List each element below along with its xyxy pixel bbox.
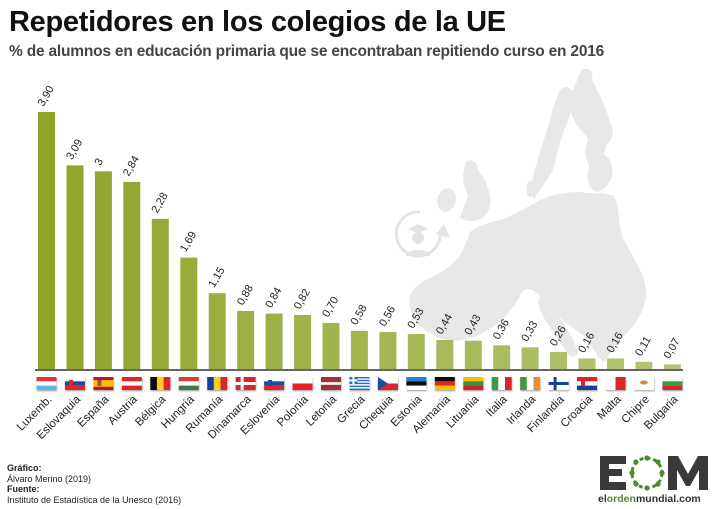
bar xyxy=(635,361,653,369)
value-label: 0,82 xyxy=(292,287,313,312)
chart-subtitle: % de alumnos en educación primaria que s… xyxy=(9,43,605,60)
bar xyxy=(663,364,681,369)
romania-flag-icon xyxy=(207,377,228,390)
bar xyxy=(265,313,283,369)
logo-url-part2: orden xyxy=(606,493,636,505)
cyprus-flag-icon xyxy=(633,377,654,390)
value-label: 0,33 xyxy=(519,319,540,344)
bar xyxy=(123,181,141,369)
bar xyxy=(436,340,454,369)
category-label: Lituania xyxy=(444,393,481,430)
spain-flag-icon xyxy=(93,377,114,390)
hungary-flag-icon xyxy=(178,377,199,390)
logo-url-part1: el xyxy=(598,493,607,505)
value-label: 0,43 xyxy=(463,313,484,338)
bar xyxy=(464,340,482,369)
value-label: 0,58 xyxy=(349,303,370,328)
ireland-flag-icon xyxy=(520,377,541,390)
slovakia-flag-icon xyxy=(64,377,85,390)
luxembourg-flag-icon xyxy=(36,377,57,390)
bar xyxy=(66,165,84,369)
value-label: 0,70 xyxy=(320,295,341,320)
belgium-flag-icon xyxy=(150,377,171,390)
eom-logo: elordenmundial.com xyxy=(594,450,716,506)
value-label: 3 xyxy=(93,156,106,167)
bar xyxy=(578,358,596,369)
croatia-flag-icon xyxy=(577,377,598,390)
value-label: 0,11 xyxy=(633,334,654,358)
bar xyxy=(322,322,340,369)
source-name: Instituto de Estadística de la Unesco (2… xyxy=(7,494,182,505)
bar xyxy=(237,311,255,369)
lithuania-flag-icon xyxy=(463,377,484,390)
bar xyxy=(407,334,425,369)
bulgaria-flag-icon xyxy=(662,377,683,390)
bar xyxy=(208,293,226,369)
category-label: Letonia xyxy=(304,393,340,429)
student-graduate-repeat-icon xyxy=(394,210,450,258)
value-label: 3,90 xyxy=(36,84,57,109)
europe-map-icon xyxy=(409,68,647,362)
value-label: 0,44 xyxy=(434,312,455,337)
bar xyxy=(521,347,539,369)
finland-flag-icon xyxy=(548,377,569,390)
latvia-flag-icon xyxy=(321,377,341,390)
logo-url-part3: mundial.com xyxy=(635,493,701,505)
category-label: Croacia xyxy=(559,393,596,430)
source-label: Fuente: xyxy=(7,484,40,494)
value-label: 0,56 xyxy=(377,304,398,329)
poland-flag-icon xyxy=(292,377,313,390)
value-label: 3,09 xyxy=(64,137,85,162)
credits: Gráfico: Álvaro Merino (2019) Fuente: In… xyxy=(7,463,181,505)
value-label: 0,53 xyxy=(406,306,427,331)
bar xyxy=(550,351,568,369)
value-label: 0,26 xyxy=(548,324,569,349)
value-label: 0,07 xyxy=(662,336,683,361)
estonia-flag-icon xyxy=(406,377,427,390)
category-label: Italia xyxy=(484,393,510,419)
slovenia-flag-icon xyxy=(264,377,285,390)
bar xyxy=(38,112,55,369)
chart-title: Repetidores en los colegios de la UE xyxy=(9,6,506,38)
italy-flag-icon xyxy=(491,377,512,390)
value-label: 1,69 xyxy=(178,230,199,255)
bar xyxy=(493,345,511,369)
graphic-label: Gráfico: xyxy=(7,463,42,473)
category-label: Polonia xyxy=(275,393,311,429)
value-label: 0,36 xyxy=(491,317,512,342)
value-label: 2,84 xyxy=(121,154,142,179)
bar xyxy=(180,257,198,369)
bar xyxy=(94,171,112,369)
graphic-author: Álvaro Merino (2019) xyxy=(7,473,92,484)
bar xyxy=(607,358,624,369)
greece-flag-icon xyxy=(349,377,370,390)
value-label: 0,16 xyxy=(605,330,626,355)
eom-logo-mark xyxy=(600,455,708,491)
czechia-flag-icon xyxy=(377,377,398,390)
germany-flag-icon xyxy=(434,377,455,390)
value-label: 2,28 xyxy=(150,191,171,216)
bar xyxy=(350,330,368,369)
denmark-flag-icon xyxy=(235,377,256,390)
value-label: 0,84 xyxy=(263,286,284,311)
malta-flag-icon xyxy=(605,377,626,390)
value-label: 1,15 xyxy=(206,265,227,290)
value-label: 0,16 xyxy=(576,330,597,355)
logo-url: elordenmundial.com xyxy=(598,493,701,505)
bar xyxy=(379,332,397,369)
austria-flag-icon xyxy=(121,377,142,390)
bar xyxy=(151,218,169,369)
category-label: España xyxy=(75,393,111,429)
bar xyxy=(294,315,312,369)
value-label: 0,88 xyxy=(235,283,256,308)
